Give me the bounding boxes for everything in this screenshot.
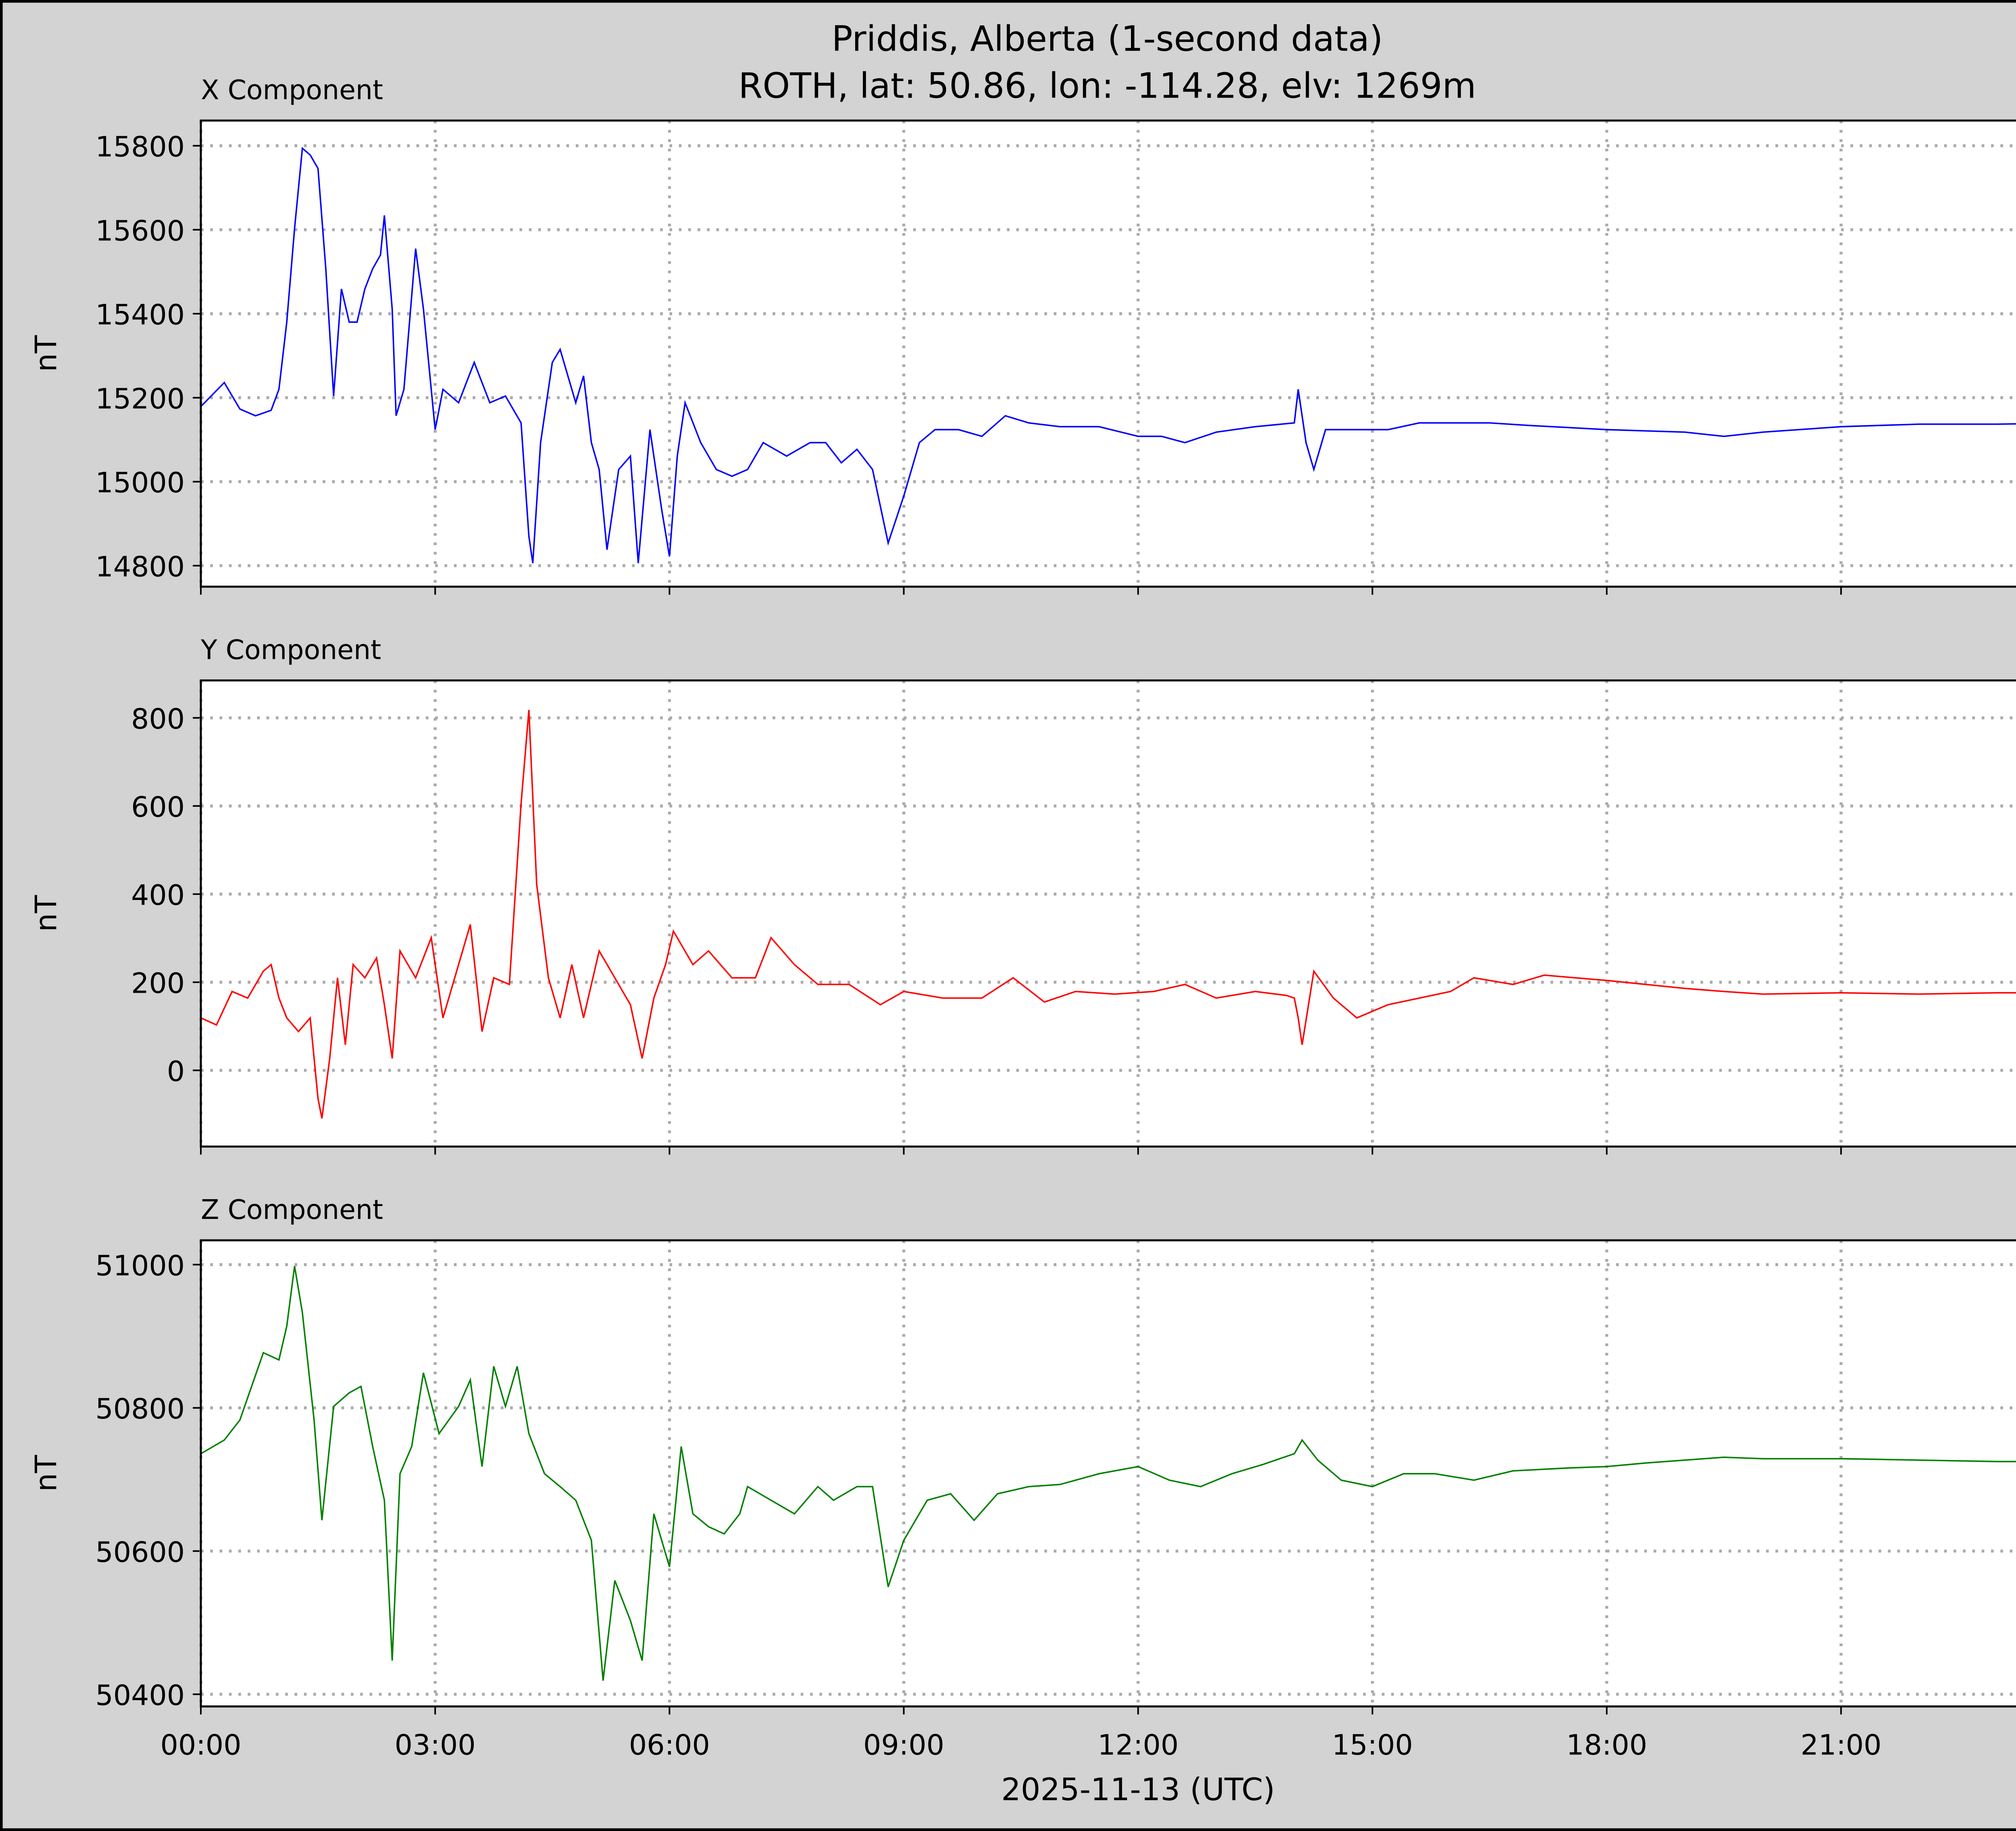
y-tick-label: 15400: [95, 299, 185, 331]
plot-area: [201, 680, 2016, 1147]
x-tick-label: 18:00: [1566, 1729, 1647, 1762]
y-tick-label: 51000: [95, 1250, 185, 1282]
y-tick-label: 50800: [95, 1393, 185, 1425]
y-tick-label: 400: [131, 879, 185, 912]
data-line: [200, 1266, 2016, 1681]
data-line: [200, 147, 2016, 563]
y-tick-label: 50600: [95, 1536, 185, 1569]
panel: Y Component nT 0 200 400 600 800: [29, 634, 2016, 1155]
y-axis-label: nT: [29, 335, 63, 372]
y-tick-label: 50400: [95, 1679, 185, 1712]
figure-subtitle: ROTH, lat: 50.86, lon: -114.28, elv: 126…: [738, 66, 1476, 106]
x-tick-label: 00:00: [160, 1729, 242, 1762]
y-tick-label: 200: [131, 967, 185, 1000]
plot-frame: [200, 679, 2016, 1148]
y-tick-label: 15600: [95, 215, 185, 247]
y-axis-label: nT: [29, 895, 63, 932]
plot-frame: [200, 1239, 2016, 1708]
x-axis-label: 2025-11-13 (UTC): [1001, 1772, 1275, 1808]
plot-frame: [200, 119, 2016, 588]
y-tick-label: 14800: [95, 550, 185, 583]
x-tick-label: 12:00: [1098, 1729, 1179, 1762]
y-tick-label: 0: [167, 1055, 185, 1088]
x-tick-label: 15:00: [1332, 1729, 1413, 1762]
x-tick-label: 09:00: [863, 1729, 944, 1762]
y-tick-label: 15800: [95, 131, 185, 163]
figure-title: Priddis, Alberta (1-second data): [832, 19, 1383, 59]
y-tick-label: 800: [131, 703, 185, 735]
x-tick-label: 03:00: [395, 1729, 476, 1762]
data-line: [200, 710, 2016, 1119]
x-tick-label: 06:00: [629, 1729, 710, 1762]
x-tick-label: 21:00: [1801, 1729, 1882, 1762]
plot-area: [201, 1240, 2016, 1707]
panel-title: X Component: [201, 74, 383, 106]
y-axis-label: nT: [29, 1455, 63, 1491]
plot-area: [201, 120, 2016, 587]
panel-title: Y Component: [200, 634, 381, 665]
panel: Z Component nT 50400 50600 50800 51000 00:00 03…: [29, 1194, 2016, 1762]
y-tick-label: 15000: [95, 467, 185, 499]
panel: X Component nT 14800 15000 15200 15400 15600 15…: [29, 74, 2016, 595]
panel-title: Z Component: [201, 1194, 383, 1225]
y-tick-label: 15200: [95, 383, 185, 415]
y-tick-label: 600: [131, 791, 185, 823]
